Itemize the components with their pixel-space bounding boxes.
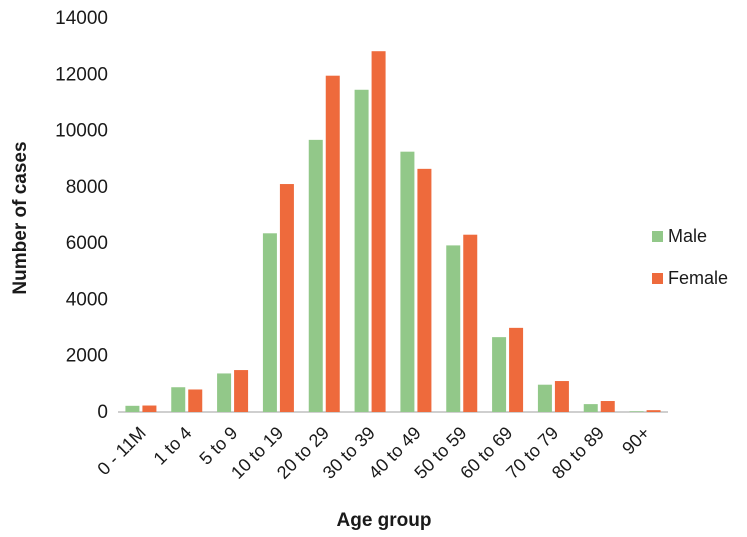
y-tick-label: 12000 bbox=[55, 64, 108, 85]
bar-male-7 bbox=[446, 245, 461, 412]
bar-female-4 bbox=[325, 75, 340, 412]
x-category-label: 0 - 11M bbox=[93, 423, 149, 479]
x-category-label: 1 to 4 bbox=[150, 423, 196, 469]
y-tick-label: 4000 bbox=[66, 289, 108, 310]
bar-male-4 bbox=[308, 139, 323, 412]
y-tick-label: 10000 bbox=[55, 121, 108, 142]
y-tick-label: 2000 bbox=[66, 346, 108, 367]
bar-male-11 bbox=[629, 411, 644, 412]
y-tick-label: 8000 bbox=[66, 177, 108, 198]
bar-female-9 bbox=[554, 381, 569, 412]
bar-female-6 bbox=[417, 168, 432, 412]
bar-female-2 bbox=[234, 370, 249, 412]
y-tick-label: 0 bbox=[97, 402, 108, 423]
y-axis-title: Number of cases bbox=[10, 141, 31, 294]
bar-female-10 bbox=[600, 401, 615, 412]
legend-swatch-male bbox=[652, 231, 663, 242]
y-axis-ticks: 0 2000 4000 6000 8000 10000 12000 14000 bbox=[55, 8, 108, 423]
legend-label-male: Male bbox=[668, 226, 707, 246]
x-category-label: 90+ bbox=[618, 423, 654, 459]
bar-male-6 bbox=[400, 151, 415, 412]
bar-female-0 bbox=[142, 405, 157, 412]
bar-female-1 bbox=[188, 389, 203, 412]
bar-female-11 bbox=[646, 410, 661, 412]
bar-male-5 bbox=[354, 89, 369, 412]
x-axis-title: Age group bbox=[337, 510, 432, 531]
bar-female-7 bbox=[463, 234, 478, 412]
bar-male-1 bbox=[171, 387, 186, 412]
legend-label-female: Female bbox=[668, 268, 728, 288]
bar-female-8 bbox=[509, 327, 524, 412]
bar-male-8 bbox=[492, 337, 507, 412]
bar-male-2 bbox=[217, 373, 232, 412]
bar-male-0 bbox=[125, 405, 140, 412]
y-tick-label: 6000 bbox=[66, 233, 108, 254]
bar-male-3 bbox=[262, 233, 277, 412]
legend: Male Female bbox=[652, 226, 728, 288]
legend-swatch-female bbox=[652, 273, 663, 284]
bar-male-10 bbox=[583, 404, 598, 412]
bar-male-9 bbox=[537, 384, 552, 412]
bar-female-5 bbox=[371, 51, 386, 413]
bar-female-3 bbox=[279, 184, 294, 412]
y-tick-label: 14000 bbox=[55, 8, 108, 29]
bars-group bbox=[125, 51, 661, 413]
